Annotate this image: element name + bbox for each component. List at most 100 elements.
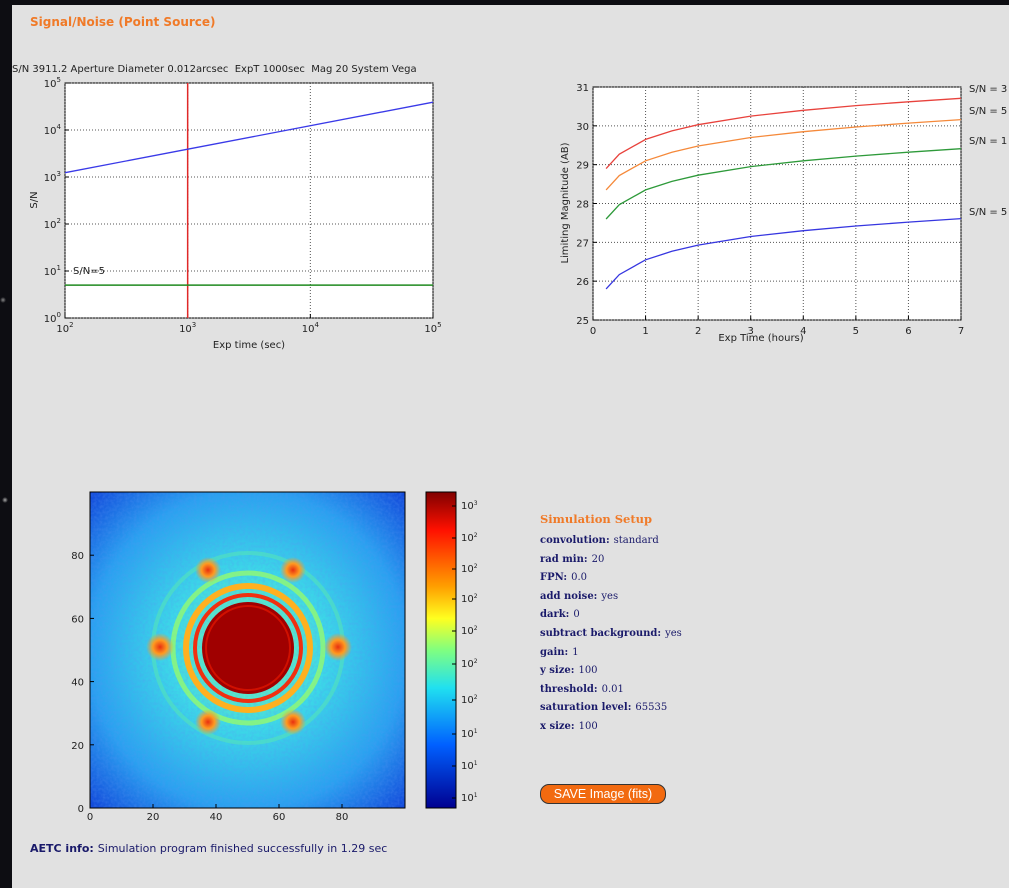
setup-key: gain: [540, 647, 568, 658]
series-label: S/N = 3 [969, 84, 1007, 95]
threshold-label: S/N=5 [73, 266, 105, 277]
colorbar-label-base: 10 [461, 594, 474, 605]
x-tick-label: 20 [147, 812, 160, 823]
footer-text: Simulation program finished successfully… [98, 842, 388, 855]
setup-key: subtract background: [540, 628, 661, 639]
setup-value: 100 [579, 721, 598, 732]
setup-value: 0.0 [571, 572, 587, 583]
y-tick-label-exponent: 0 [57, 311, 61, 319]
setup-value: standard [614, 535, 659, 546]
y-tick-label: 29 [576, 161, 589, 172]
x-tick-label-base: 10 [56, 324, 69, 335]
setup-value: yes [665, 628, 682, 639]
y-tick-label-exponent: 4 [57, 123, 62, 131]
colorbar-label-base: 10 [461, 793, 474, 804]
footer: AETC info: Simulation program finished su… [30, 842, 387, 855]
y-tick-label: 31 [576, 83, 589, 94]
x-tick-label: 0 [87, 812, 93, 823]
colorbar-label-exponent: 2 [474, 563, 478, 570]
heatmap-image [90, 492, 405, 808]
y-tick-label: 26 [576, 277, 589, 288]
y-tick-label: 103 [44, 170, 61, 184]
setup-key: threshold: [540, 684, 598, 695]
charts: S/N 3911.2 Aperture Diameter 0.012arcsec… [0, 0, 1009, 888]
y-tick-label: 80 [71, 551, 84, 562]
series-label: S/N = 1 [969, 136, 1007, 147]
colorbar-label-exponent: 2 [474, 593, 478, 600]
setup-title: Simulation Setup [540, 512, 682, 526]
setup-row: dark:0 [540, 606, 682, 625]
x-tick-label: 0 [590, 326, 596, 337]
chart-title: S/N 3911.2 Aperture Diameter 0.012arcsec… [12, 64, 417, 75]
setup-row: add noise:yes [540, 588, 682, 607]
setup-row: gain: 1 [540, 644, 682, 663]
colorbar-label-base: 10 [461, 695, 474, 706]
setup-key: x size: [540, 721, 575, 732]
colorbar-label: 101 [461, 728, 478, 740]
setup-row: FPN: 0.0 [540, 569, 682, 588]
y-tick-label: 20 [71, 741, 84, 752]
setup-row: saturation level:65535 [540, 699, 682, 718]
x-tick-label: 80 [336, 812, 349, 823]
x-tick-label: 5 [853, 326, 859, 337]
x-tick-label: 40 [210, 812, 223, 823]
colorbar-label: 102 [461, 694, 478, 706]
y-tick-label: 102 [44, 217, 61, 231]
colorbar-label-exponent: 2 [474, 625, 478, 632]
x-tick-label: 6 [905, 326, 911, 337]
colorbar [426, 492, 456, 808]
setup-row: x size: 100 [540, 718, 682, 737]
y-tick-label-base: 10 [44, 173, 57, 184]
colorbar-label-base: 10 [461, 659, 474, 670]
y-tick-label: 104 [44, 123, 62, 137]
x-tick-label: 105 [424, 321, 441, 335]
setup-value: 1 [572, 647, 578, 658]
colorbar-label-exponent: 2 [474, 694, 478, 701]
colorbar-label-base: 10 [461, 729, 474, 740]
y-tick-label: 0 [78, 804, 84, 815]
colorbar-label: 102 [461, 625, 478, 637]
colorbar-label-exponent: 3 [474, 500, 478, 507]
y-tick-label-exponent: 3 [57, 170, 61, 178]
y-tick-label: 25 [576, 316, 589, 327]
setup-value: 0 [573, 609, 579, 620]
x-tick-label-exponent: 5 [437, 321, 441, 329]
plot-area [65, 83, 433, 318]
save-image-button[interactable]: SAVE Image (fits) [540, 784, 666, 804]
colorbar-label-exponent: 2 [474, 658, 478, 665]
x-tick-label-exponent: 4 [314, 321, 319, 329]
y-tick-label-exponent: 2 [57, 217, 61, 225]
y-tick-label: 27 [576, 238, 589, 249]
series-label: S/N = 5 [969, 106, 1007, 117]
y-tick-label: 100 [44, 311, 61, 325]
y-tick-label: 101 [44, 264, 61, 278]
x-tick-label: 1 [642, 326, 648, 337]
y-tick-label: 105 [44, 76, 61, 90]
setup-key: add noise: [540, 591, 597, 602]
y-tick-label-base: 10 [44, 267, 57, 278]
setup-key: FPN: [540, 572, 567, 583]
setup-row: threshold: 0.01 [540, 681, 682, 700]
setup-row: rad min:20 [540, 551, 682, 570]
colorbar-label-base: 10 [461, 501, 474, 512]
y-tick-label: 30 [576, 122, 589, 133]
y-tick-label-exponent: 5 [57, 76, 61, 84]
colorbar-label-base: 10 [461, 533, 474, 544]
x-axis-label: Exp Time (hours) [718, 333, 803, 344]
setup-value: 20 [592, 554, 605, 565]
colorbar-label-exponent: 1 [474, 792, 478, 799]
setup-row: subtract background: yes [540, 625, 682, 644]
x-axis-label: Exp time (sec) [213, 340, 285, 351]
setup-key: saturation level: [540, 702, 631, 713]
colorbar-label-exponent: 1 [474, 728, 478, 735]
x-tick-label-base: 10 [424, 324, 437, 335]
y-tick-label-base: 10 [44, 79, 57, 90]
footer-key: AETC info: [30, 842, 94, 855]
setup-value: 0.01 [602, 684, 624, 695]
colorbar-label: 101 [461, 760, 478, 772]
y-tick-label: 40 [71, 678, 84, 689]
setup-key: y size: [540, 665, 574, 676]
x-tick-label-base: 10 [179, 324, 192, 335]
y-tick-label: 28 [576, 200, 589, 211]
